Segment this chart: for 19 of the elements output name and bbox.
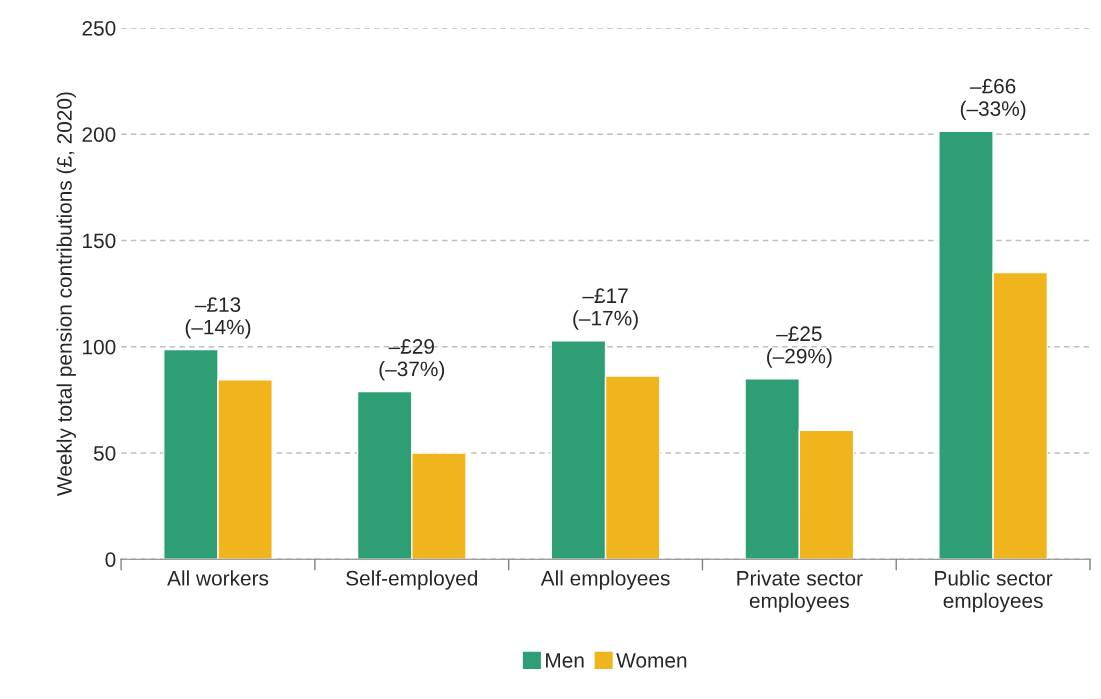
annotation: –£29 (–37%) [379,339,445,381]
y-tick-label: 100 [83,339,116,355]
y-tick-label: 150 [83,233,116,249]
y-tick-label: 200 [82,127,116,142]
x-tick-label: Self-employed [346,570,478,590]
y-tick-label: 50 [93,445,116,461]
x-tick-label: Private sector employees [737,570,863,613]
y-tick-label: 0 [105,552,116,567]
x-tick-label: All workers [167,570,269,586]
annotation: –£17 (–17%) [573,288,638,330]
y-axis-title: Weekly total pension contributions (£, 2020) [56,92,76,496]
legend-label: Men [546,653,584,668]
x-tick-label: Public sector employees [935,570,1053,613]
annotation: –£25 (–29%) [767,326,832,368]
x-tick-label: All employees [540,570,670,590]
annotation: –£66 (–33%) [960,78,1026,121]
y-tick-label: 250 [82,20,116,36]
legend-label: Women [616,653,687,668]
annotation: –£13 (–14%) [185,297,251,339]
